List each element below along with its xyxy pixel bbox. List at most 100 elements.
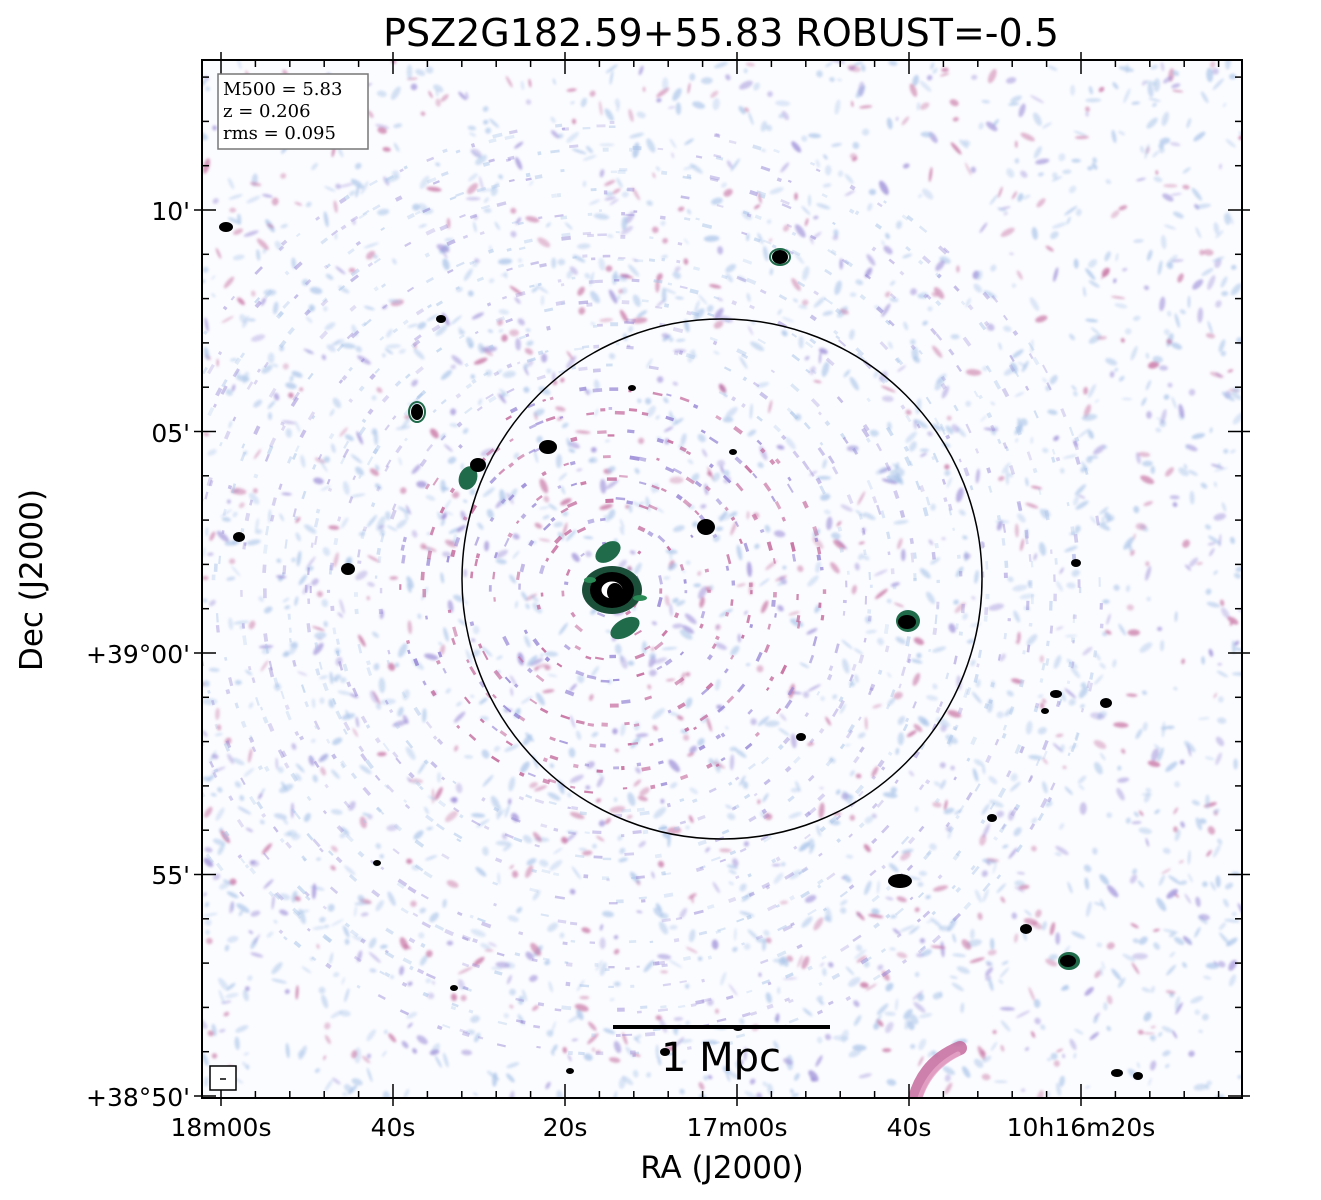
noise-speckle [295, 532, 301, 542]
noise-speckle [446, 880, 459, 888]
noise-speckle [845, 966, 855, 976]
ring-artifact [358, 474, 362, 480]
noise-speckle [233, 228, 244, 235]
noise-speckle [348, 267, 356, 273]
noise-speckle [636, 910, 643, 913]
noise-speckle [655, 415, 660, 420]
noise-speckle [550, 116, 556, 123]
noise-speckle [773, 530, 786, 538]
source-11 [1071, 559, 1081, 567]
noise-speckle [1115, 253, 1119, 262]
noise-speckle [1138, 810, 1144, 817]
ring-artifact [240, 528, 245, 533]
noise-speckle [1217, 838, 1223, 845]
noise-speckle [558, 622, 568, 635]
noise-speckle [237, 806, 252, 815]
ring-artifact [634, 259, 644, 263]
noise-speckle [1008, 847, 1018, 859]
ring-artifact [608, 902, 618, 905]
noise-speckle [1231, 391, 1242, 400]
noise-speckle [271, 962, 283, 975]
noise-speckle [428, 90, 433, 99]
ring-artifact [545, 415, 556, 422]
noise-speckle [234, 781, 241, 788]
ring-artifact [678, 350, 684, 355]
ring-artifact [360, 753, 368, 762]
ring-artifact [638, 504, 649, 510]
ring-artifact [159, 697, 164, 707]
ring-artifact [462, 516, 468, 521]
ring-artifact [468, 733, 477, 741]
noise-speckle [442, 258, 450, 271]
noise-speckle [973, 759, 984, 767]
noise-speckle [1016, 871, 1026, 875]
noise-speckle [604, 196, 616, 201]
ring-artifact [415, 781, 422, 787]
ring-artifact [610, 170, 617, 174]
noise-speckle [634, 468, 640, 474]
noise-speckle [418, 932, 425, 939]
noise-speckle [379, 609, 384, 620]
noise-speckle [558, 472, 567, 481]
ring-artifact [560, 168, 565, 173]
ring-artifact [852, 447, 859, 455]
noise-speckle [1174, 996, 1180, 1011]
noise-speckle [822, 458, 827, 469]
noise-speckle [1223, 448, 1229, 454]
ring-artifact [142, 446, 146, 452]
noise-speckle [854, 949, 867, 960]
noise-speckle [719, 510, 728, 522]
noise-speckle [1178, 404, 1185, 419]
noise-speckle [221, 517, 231, 522]
noise-speckle [477, 522, 484, 530]
ring-artifact [535, 495, 543, 502]
noise-speckle [1209, 371, 1224, 378]
noise-speckle [253, 399, 263, 408]
noise-speckle [470, 374, 476, 380]
noise-speckle [977, 912, 983, 921]
ring-artifact [746, 277, 757, 285]
noise-speckle [1132, 938, 1140, 944]
noise-speckle [230, 358, 238, 362]
noise-speckle [656, 273, 663, 281]
noise-speckle [1071, 931, 1086, 939]
noise-speckle [900, 548, 906, 562]
noise-speckle [783, 1057, 793, 1065]
ring-artifact [925, 396, 932, 405]
noise-speckle [401, 1040, 409, 1049]
ring-artifact [423, 759, 429, 765]
noise-speckle [855, 509, 866, 518]
noise-speckle [526, 340, 534, 347]
ring-artifact [661, 170, 668, 176]
ring-artifact [574, 854, 585, 858]
noise-speckle [1131, 962, 1140, 975]
ring-artifact [801, 460, 810, 471]
noise-speckle [1088, 259, 1098, 268]
noise-speckle [1088, 86, 1093, 95]
ring-artifact [747, 708, 754, 715]
noise-speckle [1184, 893, 1192, 904]
noise-speckle [1052, 172, 1058, 180]
ring-artifact [342, 448, 350, 459]
noise-speckle [781, 956, 789, 967]
noise-speckle [302, 583, 311, 595]
noise-speckle [881, 303, 891, 317]
noise-speckle [1010, 773, 1018, 782]
ring-artifact [605, 498, 614, 503]
ring-artifact [513, 712, 521, 720]
noise-speckle [1003, 212, 1008, 216]
noise-speckle [1006, 168, 1015, 178]
ring-artifact [648, 365, 659, 371]
noise-speckle [956, 675, 962, 691]
noise-speckle [249, 181, 262, 187]
noise-speckle [849, 376, 859, 391]
noise-speckle [810, 232, 822, 240]
noise-speckle [788, 611, 800, 616]
noise-speckle [1195, 203, 1211, 209]
ring-artifact [666, 393, 672, 397]
noise-speckle [525, 99, 532, 105]
noise-speckle [592, 843, 597, 849]
noise-speckle [920, 131, 933, 138]
noise-speckle [637, 398, 642, 404]
noise-speckle [1173, 826, 1178, 833]
